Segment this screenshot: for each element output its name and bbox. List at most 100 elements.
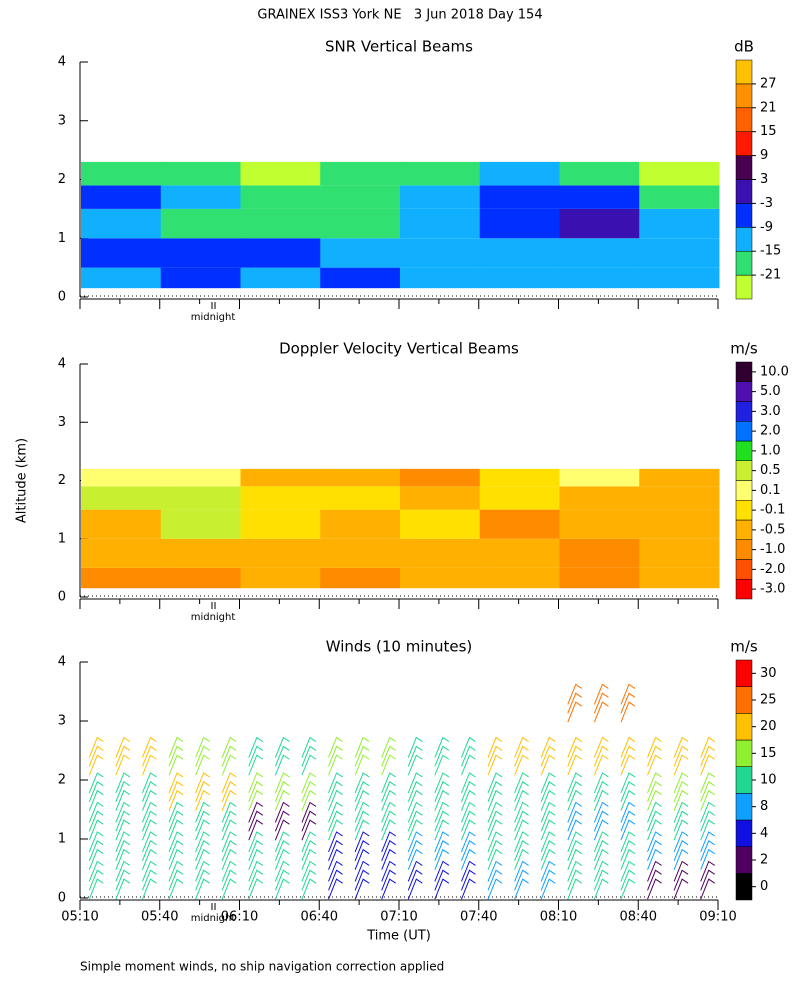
wind-barb [168, 772, 184, 794]
heat-cell [81, 486, 162, 510]
wind-barb [274, 789, 290, 811]
y-tick-label: 1 [58, 531, 66, 546]
colorbar-label: -9 [760, 220, 773, 235]
wind-barb [328, 819, 343, 841]
wind-barb [141, 819, 157, 841]
wind-barb [620, 772, 636, 794]
heat-cell [559, 468, 640, 487]
wind-barb [221, 745, 237, 767]
heat-cell [320, 567, 401, 589]
heat-cell [559, 238, 640, 268]
colorbar-box [735, 793, 753, 821]
wind-barb [381, 819, 396, 841]
wind-barb [407, 789, 423, 811]
wind-barb [487, 869, 503, 891]
wind-barb [381, 789, 396, 811]
wind-barb [700, 831, 715, 853]
heat-cell [400, 238, 481, 268]
colorbar-box [735, 83, 753, 109]
heat-cell [639, 538, 720, 568]
wind-barb [460, 789, 476, 811]
wind-barb [381, 745, 396, 767]
wind-barb [407, 745, 423, 767]
wind-barb [700, 745, 715, 767]
colorbar-box [735, 713, 753, 741]
wind-barb [567, 745, 583, 767]
heat-cell [479, 509, 560, 539]
wind-barb [514, 860, 529, 882]
wind-barb [381, 878, 396, 900]
heat-cell [240, 208, 321, 239]
heat-cell [400, 486, 481, 510]
wind-barb [673, 878, 689, 900]
heat-cell [240, 486, 321, 510]
wind-barb [647, 840, 662, 861]
heat-cell [559, 161, 640, 186]
heat-cell [479, 161, 560, 186]
colorbar-box [735, 559, 753, 580]
wind-barb [141, 801, 157, 823]
y-tick-label: 0 [58, 590, 66, 605]
midnight-label: midnight [191, 312, 236, 323]
wind-barb [381, 869, 396, 891]
colorbar-unit: m/s [730, 638, 758, 656]
colorbar-label: 20 [760, 719, 777, 734]
wind-barb [673, 789, 689, 811]
wind-barb [460, 810, 476, 832]
colorbar-box [735, 155, 753, 180]
wind-barb [567, 789, 583, 811]
wind-barb [221, 789, 237, 811]
colorbar-box [735, 381, 753, 402]
wind-barb [593, 878, 609, 900]
y-tick-label: 2 [58, 773, 66, 788]
wind-barb [248, 801, 264, 823]
wind-barb [514, 781, 529, 802]
wind-barb [301, 819, 317, 841]
x-tick-label: 06:40 [301, 910, 338, 925]
wind-barb [195, 736, 210, 758]
wind-barb [540, 745, 556, 767]
y-tick-label: 4 [58, 655, 66, 670]
wind-barb [301, 772, 317, 794]
heat-cell [160, 185, 241, 209]
wind-barb [567, 683, 583, 705]
wind-barb [301, 745, 317, 767]
wind-barb [381, 860, 396, 882]
heat-cell [559, 538, 640, 568]
heat-cell [400, 267, 481, 289]
wind-barb [381, 848, 396, 870]
wind-barb [221, 878, 237, 900]
wind-barb [88, 860, 104, 882]
wind-barb [115, 789, 131, 811]
wind-barb [673, 781, 689, 802]
wind-barb [88, 801, 104, 823]
wind-barb [434, 781, 450, 802]
wind-barb [354, 878, 370, 900]
wind-barb [567, 840, 583, 861]
wind-barb [514, 831, 529, 853]
wind-barb [514, 848, 529, 870]
heat-cell [160, 567, 241, 589]
wind-barb [381, 736, 396, 758]
heat-cell [479, 267, 560, 289]
wind-barb [673, 736, 689, 758]
wind-barb [673, 860, 689, 882]
x-tick-label: 05:40 [141, 910, 178, 925]
wind-barb [700, 819, 715, 841]
wind-barb [301, 840, 317, 861]
heat-cell [479, 567, 560, 589]
wind-barb [115, 860, 131, 882]
wind-barb [195, 831, 210, 853]
wind-barb [514, 745, 529, 767]
heat-cell [320, 509, 401, 539]
wind-barb [620, 754, 636, 776]
wind-barb [460, 831, 476, 853]
colorbar-box [735, 873, 753, 901]
wind-barb [141, 840, 157, 861]
wind-barb [354, 810, 370, 832]
wind-barb [567, 869, 583, 891]
wind-barb [354, 831, 370, 853]
colorbar-box [735, 480, 753, 501]
colorbar-box [735, 460, 753, 481]
wind-barb [221, 840, 237, 861]
